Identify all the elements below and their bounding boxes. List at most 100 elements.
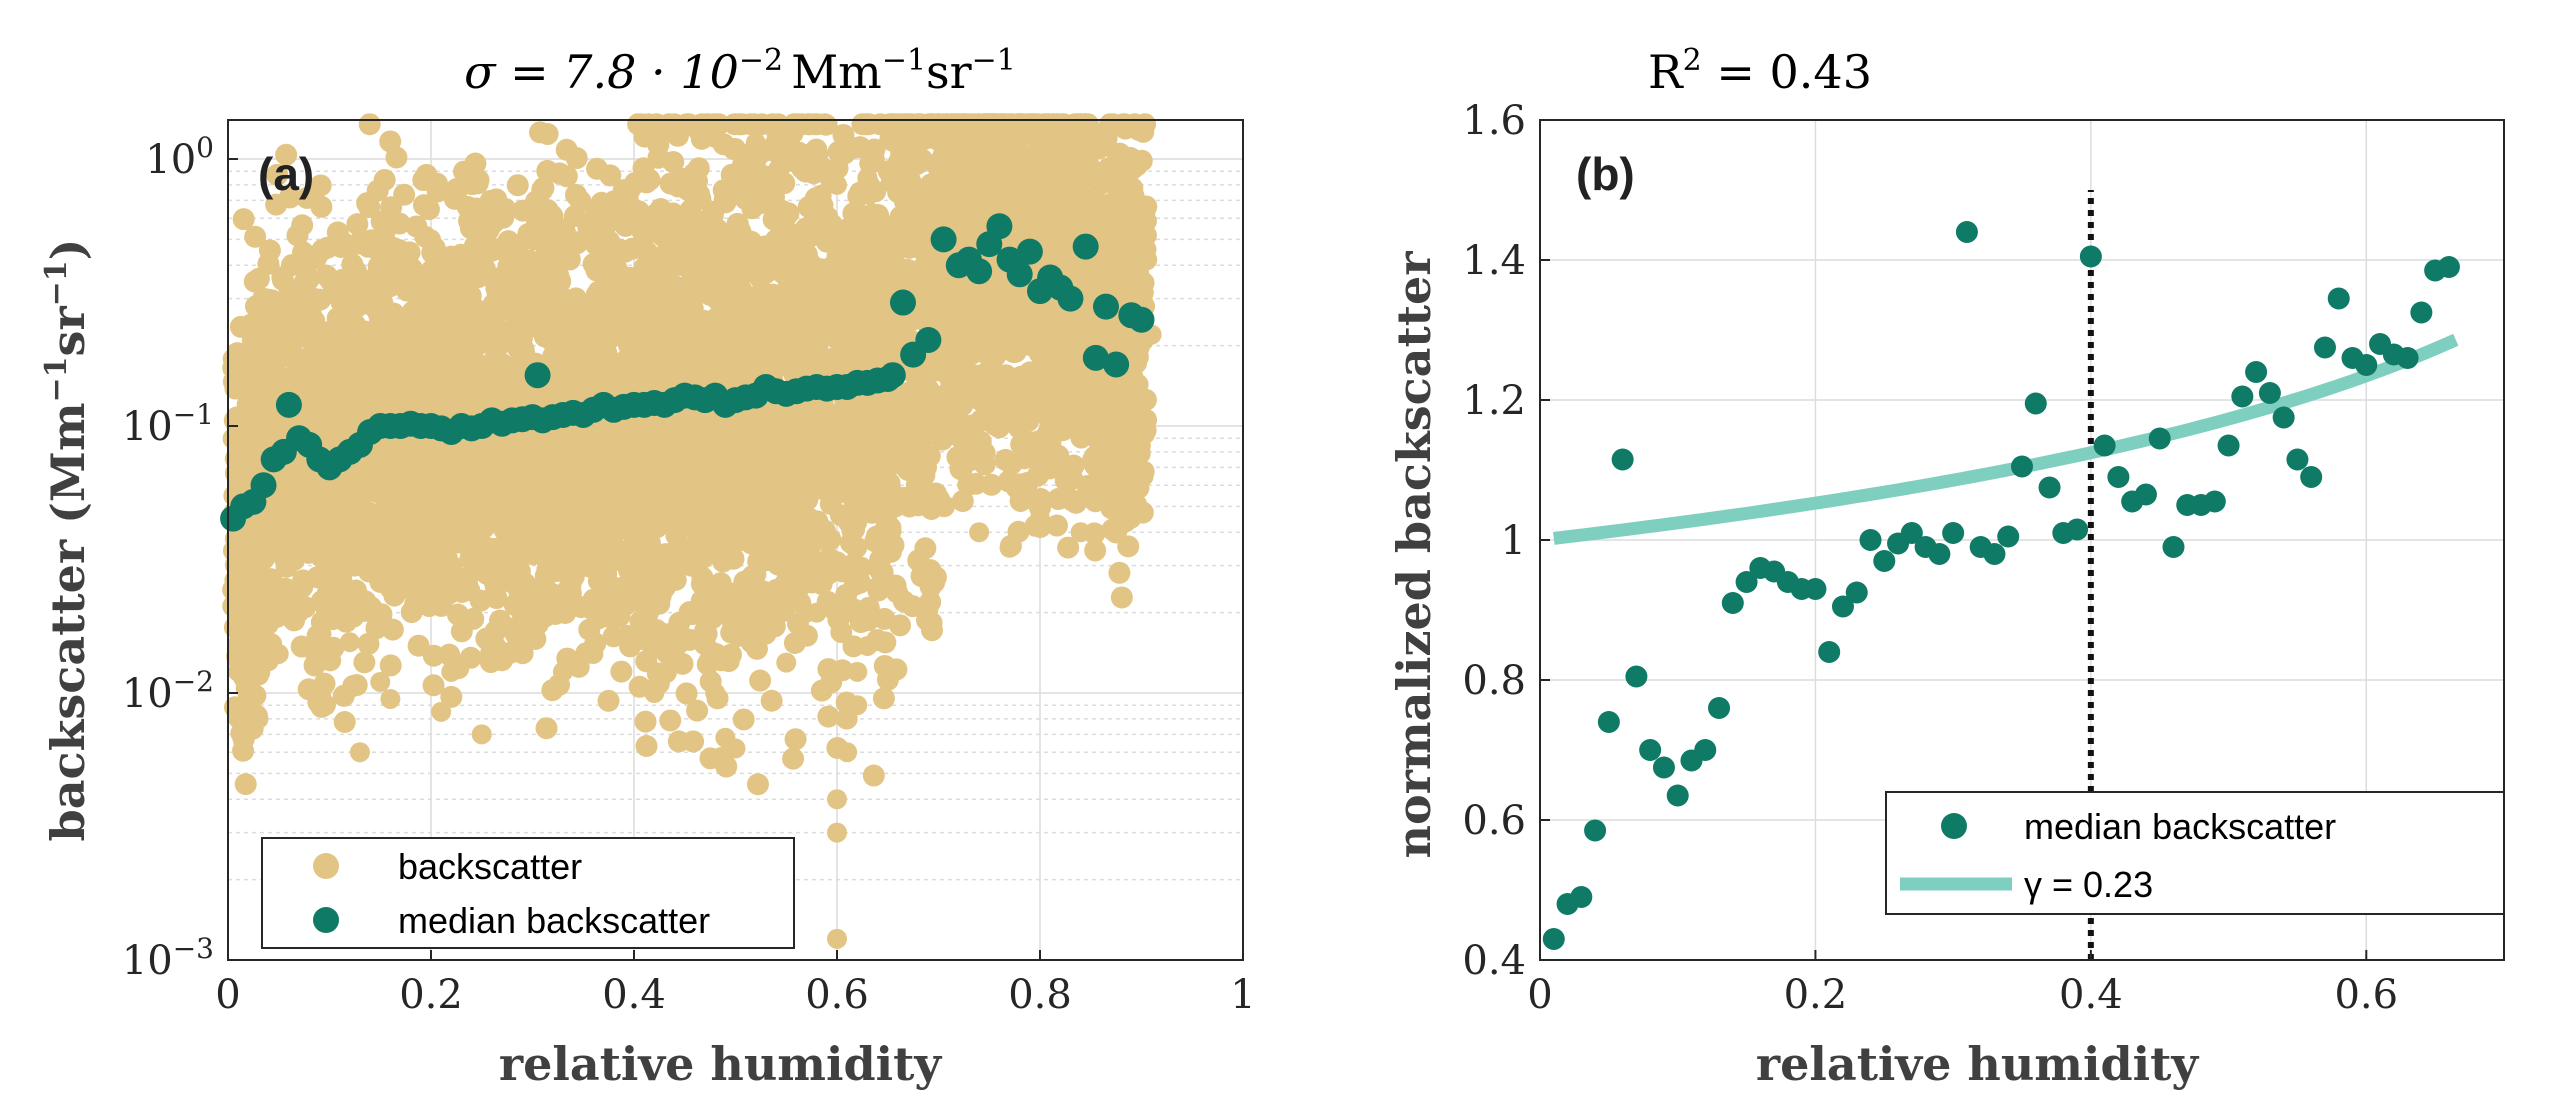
backscatter-point bbox=[266, 163, 289, 186]
backscatter-point bbox=[867, 207, 890, 230]
backscatter-point bbox=[931, 428, 954, 451]
backscatter-point bbox=[782, 747, 805, 770]
backscatter-point bbox=[310, 195, 333, 218]
backscatter-point bbox=[909, 113, 932, 136]
backscatter-point bbox=[872, 687, 895, 710]
backscatter-point bbox=[699, 747, 722, 770]
backscatter-point bbox=[230, 722, 253, 745]
backscatter-point bbox=[688, 183, 711, 206]
backscatter-point bbox=[964, 472, 987, 495]
backscatter-point bbox=[440, 685, 463, 708]
backscatter-point bbox=[509, 546, 532, 569]
backscatter-point bbox=[722, 594, 745, 617]
backscatter-point bbox=[417, 198, 440, 221]
backscatter-point bbox=[345, 503, 368, 526]
backscatter-point bbox=[437, 385, 460, 408]
backscatter-point bbox=[307, 691, 330, 714]
backscatter-point bbox=[1010, 206, 1033, 229]
backscatter-point bbox=[807, 188, 830, 211]
backscatter-point bbox=[243, 380, 266, 403]
backscatter-point bbox=[433, 549, 456, 572]
backscatter-point bbox=[862, 764, 885, 787]
backscatter-point bbox=[291, 214, 314, 237]
backscatter-point bbox=[1054, 469, 1077, 492]
backscatter-point bbox=[749, 669, 772, 692]
backscatter-point bbox=[690, 113, 713, 136]
backscatter-point bbox=[732, 708, 755, 731]
backscatter-point bbox=[806, 144, 829, 167]
backscatter-point bbox=[1003, 188, 1026, 211]
backscatter-point bbox=[821, 213, 844, 236]
backscatter-point bbox=[470, 516, 493, 539]
backscatter-point bbox=[365, 617, 388, 640]
backscatter-point bbox=[546, 559, 569, 582]
backscatter-point bbox=[477, 319, 500, 342]
backscatter-point bbox=[595, 590, 618, 613]
backscatter-point bbox=[1052, 307, 1075, 330]
backscatter-point bbox=[1047, 488, 1070, 511]
backscatter-point bbox=[491, 552, 514, 575]
backscatter-point bbox=[553, 339, 576, 362]
backscatter-point bbox=[874, 631, 897, 654]
backscatter-point bbox=[1084, 539, 1107, 562]
backscatter-point bbox=[1045, 328, 1068, 351]
backscatter-point bbox=[954, 359, 977, 382]
backscatter-point bbox=[830, 289, 853, 312]
backscatter-point bbox=[722, 280, 745, 303]
backscatter-point bbox=[607, 540, 630, 563]
backscatter-point bbox=[701, 600, 724, 623]
backscatter-point bbox=[309, 174, 332, 197]
backscatter-point bbox=[290, 635, 313, 658]
backscatter-point bbox=[843, 321, 866, 344]
backscatter-point bbox=[736, 494, 759, 517]
backscatter-point bbox=[570, 596, 593, 619]
backscatter-point bbox=[418, 566, 441, 589]
backscatter-point bbox=[294, 258, 317, 281]
backscatter-point bbox=[388, 212, 411, 235]
backscatter-point bbox=[1002, 302, 1025, 325]
backscatter-point bbox=[894, 420, 917, 443]
backscatter-point bbox=[841, 519, 864, 542]
backscatter-point bbox=[506, 174, 529, 197]
backscatter-point bbox=[240, 339, 263, 362]
backscatter-point bbox=[660, 415, 683, 438]
backscatter-point bbox=[724, 345, 747, 368]
backscatter-point bbox=[615, 463, 638, 486]
backscatter-point bbox=[353, 651, 376, 674]
backscatter-point bbox=[661, 214, 684, 237]
backscatter-point bbox=[1003, 142, 1026, 165]
backscatter-point bbox=[258, 239, 281, 262]
backscatter-point bbox=[1110, 586, 1133, 609]
backscatter-point bbox=[383, 584, 406, 607]
backscatter-point bbox=[482, 569, 505, 592]
backscatter-point bbox=[536, 123, 559, 146]
backscatter-point bbox=[763, 615, 786, 638]
backscatter-point bbox=[916, 598, 939, 621]
backscatter-point bbox=[682, 515, 705, 538]
backscatter-point bbox=[412, 169, 435, 192]
backscatter-point bbox=[1057, 536, 1080, 559]
backscatter-point bbox=[538, 256, 561, 279]
backscatter-point bbox=[859, 486, 882, 509]
backscatter-point bbox=[554, 301, 577, 324]
backscatter-point bbox=[869, 548, 892, 571]
backscatter-point bbox=[463, 235, 486, 258]
backscatter-point bbox=[862, 147, 885, 170]
backscatter-point bbox=[320, 320, 343, 343]
backscatter-point bbox=[398, 241, 421, 264]
backscatter-point bbox=[876, 668, 899, 691]
backscatter-point bbox=[878, 472, 901, 495]
backscatter-point bbox=[485, 587, 508, 610]
backscatter-point bbox=[480, 265, 503, 288]
backscatter-point bbox=[1083, 445, 1106, 468]
backscatter-point bbox=[746, 285, 769, 308]
backscatter-point bbox=[501, 571, 524, 594]
backscatter-point bbox=[421, 522, 444, 545]
backscatter-point bbox=[660, 310, 683, 333]
backscatter-point bbox=[817, 705, 840, 728]
backscatter-point bbox=[636, 241, 659, 264]
backscatter-point bbox=[980, 178, 1003, 201]
backscatter-point bbox=[1020, 113, 1043, 136]
backscatter-point bbox=[760, 689, 783, 712]
backscatter-point bbox=[635, 735, 658, 758]
